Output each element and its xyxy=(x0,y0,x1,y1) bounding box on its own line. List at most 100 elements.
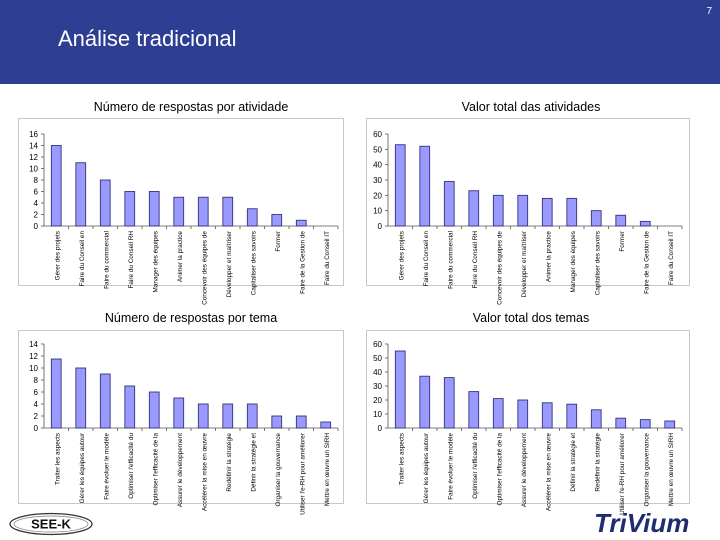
bar xyxy=(99,373,111,429)
bar xyxy=(271,214,283,227)
x-category-label: Assurer le développement xyxy=(521,433,528,507)
y-tick-label: 0 xyxy=(34,222,39,231)
x-category-label: Concevoir des équipes de xyxy=(201,231,208,305)
x-category-label: Traiter les aspects xyxy=(54,433,61,485)
chart-respostas-tema: 0 2 4 6 8 10 12 14 Traiter les aspects Gérer les … xyxy=(18,330,344,515)
x-category-label: Concevoir des équipes de xyxy=(496,231,503,305)
x-category-label: Manager des équipes xyxy=(570,231,577,292)
chart-title-respostas-atividade: Número de respostas por atividade xyxy=(93,100,289,114)
chart-title-valor-temas: Valor total dos temas xyxy=(472,311,590,325)
x-category-label: Gérer des projets xyxy=(54,231,61,280)
x-category-label: Faire de la Gestion de xyxy=(643,231,650,294)
bar xyxy=(197,196,209,227)
y-tick-label: 14 xyxy=(29,340,38,349)
x-category-label: Assurer le développement xyxy=(177,433,184,507)
see-k-logo-text: SEE-K xyxy=(31,517,71,532)
y-tick-label: 50 xyxy=(373,145,382,154)
x-category-label: Faire du Conseil RH xyxy=(128,231,135,289)
bar xyxy=(295,219,307,227)
bar xyxy=(443,377,455,429)
x-category-label: Gérer des projets xyxy=(398,231,405,280)
bar xyxy=(246,403,258,429)
bar xyxy=(566,197,578,227)
y-tick-label: 4 xyxy=(34,199,39,208)
x-category-label: Optimiser l'efficacité de la xyxy=(496,433,503,506)
y-tick-label: 12 xyxy=(29,153,38,162)
bar xyxy=(443,181,455,227)
y-tick-label: 10 xyxy=(373,410,382,419)
bar xyxy=(148,191,160,227)
x-category-label: Faire du commercial xyxy=(103,231,110,289)
x-category-label: Optimiser l'efficacité du xyxy=(128,433,135,499)
bar xyxy=(566,403,578,429)
bar xyxy=(50,358,62,429)
x-category-label: Optimiser l'efficacité de la xyxy=(152,433,159,506)
x-category-label: Organiser la gouvernance xyxy=(275,433,282,507)
bar xyxy=(271,415,283,429)
y-tick-label: 14 xyxy=(29,142,38,151)
x-category-label: Animer la practice xyxy=(177,231,184,283)
bar xyxy=(590,409,602,429)
bar xyxy=(419,145,431,227)
x-category-label: Optimiser l'efficacité du xyxy=(472,433,479,499)
bar xyxy=(75,162,87,227)
bar xyxy=(320,421,332,429)
x-category-label: Développer et maîtriser xyxy=(521,230,528,297)
x-category-label: Faire évoluer le modèle xyxy=(447,433,454,500)
x-category-label: Mettre en œuvre un SIRH xyxy=(324,433,331,507)
bar xyxy=(639,220,651,227)
bar xyxy=(541,197,553,227)
bar xyxy=(222,403,234,429)
x-category-label: Traiter les aspects xyxy=(398,433,405,485)
y-tick-label: 40 xyxy=(373,161,382,170)
x-category-label: Faire du Conseil RH xyxy=(472,231,479,289)
y-tick-label: 50 xyxy=(373,354,382,363)
bar xyxy=(615,214,627,227)
x-category-label: Faire du Conseil IT xyxy=(668,231,675,285)
bar xyxy=(541,402,553,429)
y-tick-label: 2 xyxy=(34,412,39,421)
bar xyxy=(492,398,504,429)
chart-title-valor-atividades: Valor total das atividades xyxy=(461,100,601,114)
slide-title: Análise tradicional xyxy=(58,26,237,51)
bar xyxy=(492,194,504,227)
trivium-logo-text: TriVium xyxy=(594,508,689,538)
bar xyxy=(75,367,87,429)
x-category-label: Accélérer la mise en œuvre xyxy=(545,433,552,512)
y-tick-label: 4 xyxy=(34,400,39,409)
bar xyxy=(517,399,529,429)
bar xyxy=(124,191,136,227)
x-category-label: Faire du Conseil en xyxy=(423,231,430,287)
x-category-label: Faire du Conseil en xyxy=(79,231,86,287)
y-tick-label: 12 xyxy=(29,352,38,361)
chart-respostas-atividade: 0 2 4 6 8 10 12 14 16 Gérer des projets Faire du C… xyxy=(18,118,344,305)
x-category-label: Redéfinir la stratégie xyxy=(594,433,601,492)
x-category-label: Développer et maîtriser xyxy=(226,230,233,297)
bar xyxy=(99,179,111,227)
y-tick-label: 10 xyxy=(29,364,38,373)
bar xyxy=(197,403,209,429)
x-category-label: Accélérer la mise en œuvre xyxy=(201,433,208,512)
see-k-logo: SEE-K xyxy=(9,512,93,536)
y-tick-label: 6 xyxy=(34,188,39,197)
y-tick-label: 30 xyxy=(373,176,382,185)
x-category-label: Organiser la gouvernance xyxy=(643,433,650,507)
y-tick-label: 20 xyxy=(373,396,382,405)
bar xyxy=(590,210,602,227)
bar xyxy=(50,145,62,227)
chart-title-respostas-tema: Número de respostas por tema xyxy=(104,311,278,325)
x-category-label: Gérer les équipes autour xyxy=(79,432,86,503)
y-tick-label: 0 xyxy=(378,222,383,231)
bar xyxy=(419,375,431,429)
y-tick-label: 0 xyxy=(378,424,383,433)
y-tick-label: 2 xyxy=(34,211,39,220)
chart-valor-atividades: 0 10 20 30 40 50 60 Gérer des projets Faire du C… xyxy=(366,118,690,305)
header-bar: 7 Análise tradicional xyxy=(0,0,720,84)
y-tick-label: 8 xyxy=(34,176,39,185)
trivium-logo: TriVium xyxy=(594,508,689,538)
bar xyxy=(173,196,185,227)
x-category-label: Capitaliser des savoirs xyxy=(250,231,257,295)
bar xyxy=(615,417,627,429)
x-category-label: Définir la stratégie et xyxy=(570,433,577,492)
page-number: 7 xyxy=(706,6,712,17)
